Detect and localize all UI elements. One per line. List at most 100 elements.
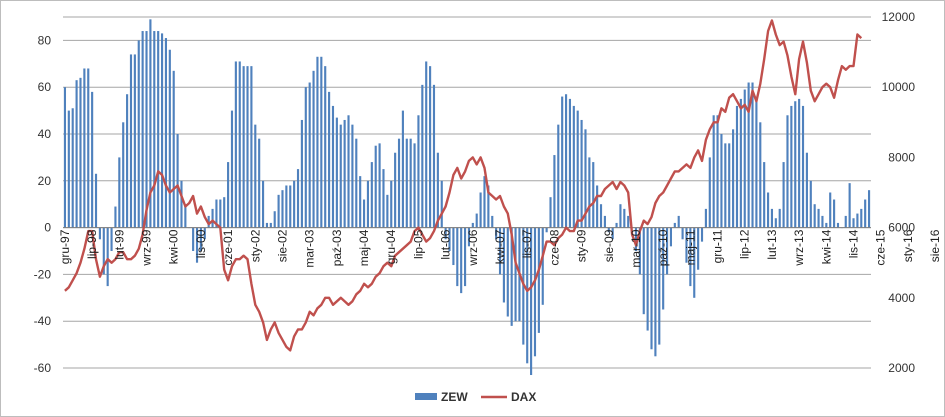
zew-bar [553,155,556,228]
zew-bar [320,56,323,228]
zew-bar [557,124,560,228]
zew-bar [467,227,471,247]
x-tick-label: sty-02 [248,229,262,262]
zew-bar [293,180,296,228]
zew-bar [700,227,704,242]
zew-bar [355,138,358,228]
legend-dax-label: DAX [511,390,536,404]
zew-bar [596,185,599,228]
zew-bar [141,31,144,228]
zew-bar [122,122,125,228]
zew-bar [514,227,517,322]
x-tick-label: wrz-06 [466,229,480,266]
zew-bar [747,82,750,228]
zew-bar [603,215,606,228]
zew-bar [650,227,653,350]
x-tick-label: wrz-99 [140,229,154,266]
zew-bar [778,208,781,228]
zew-bar [654,227,657,357]
x-tick-label: lis-07 [520,229,534,258]
zew-bar [192,227,195,251]
zew-bar [821,215,824,228]
zew-bar [176,134,179,228]
zew-bar [533,227,537,357]
zew-bar [149,19,152,228]
zew-bar [335,117,338,228]
zew-bar [359,176,362,228]
zew-bar [71,108,74,228]
zew-bar [867,190,871,228]
zew-bar [856,213,859,228]
zew-bar [809,180,812,228]
zew-bar [370,162,373,228]
zew-bar [638,227,641,275]
zew-bar [79,77,82,228]
zew-bar [265,222,269,228]
zew-bar [133,54,136,228]
zew-bar [339,124,342,228]
zew-bar [417,115,420,228]
zew-bar [153,31,156,228]
zew-bar [642,227,645,315]
zew-bar [168,49,171,228]
x-tick-label: maj-11 [683,229,697,265]
zew-bar [285,185,288,228]
zew-bar [592,162,595,228]
zew-bar [487,185,490,228]
x-tick-label: lip-98 [85,229,99,259]
zew-bar [126,94,129,228]
zew-bar [805,152,808,228]
x-tick-label: sty-16 [901,229,915,262]
zew-bar [91,91,94,228]
zew-bar [378,143,381,228]
zew-bar [102,227,105,275]
zew-bar [362,199,366,228]
zew-bar [250,66,253,228]
zew-bar [444,227,447,240]
y-left-tick-label: -60 [34,361,52,375]
zew-bar [829,192,832,228]
zew-bar [786,115,789,228]
zew-bar [277,194,280,228]
zew-bar [304,87,307,228]
zew-bar [328,91,331,228]
zew-bar [708,157,711,228]
zew-bar [110,227,113,251]
zew-bar [343,119,346,228]
zew-bar [623,208,626,228]
x-tick-label: wrz-13 [792,229,806,266]
zew-bar [382,169,385,228]
y-right-tick-label: 10000 [882,80,916,94]
x-tick-label: cze-01 [221,229,235,265]
x-tick-label: paź-03 [330,229,344,266]
zew-bar [766,192,770,228]
zew-bar [157,31,160,228]
zew-bar [281,190,284,228]
zew-bar [864,199,867,228]
zew-bar [227,162,230,228]
x-tick-label: lut-06 [439,229,453,259]
zew-bar [67,110,70,228]
zew-bar [114,206,117,228]
zew-bar [172,70,175,228]
y-left-tick-label: -20 [34,267,52,281]
zew-bar [665,227,669,275]
y-left-tick-label: 20 [38,174,52,188]
zew-bar [137,40,140,228]
zew-bar [258,138,261,228]
zew-bar [716,115,719,228]
zew-bar [794,101,797,228]
zew-bar [580,119,583,228]
zew-bar [475,213,478,228]
zew-bar [498,227,502,275]
zew-bar [588,157,591,228]
y-right-tick-label: 2000 [888,361,915,375]
zew-bar [425,61,428,228]
zew-bar [510,227,513,326]
zew-bar [421,84,424,228]
zew-bar [833,199,836,228]
zew-bar [351,124,354,228]
zew-bar [160,33,164,228]
zew-bar [386,194,389,228]
